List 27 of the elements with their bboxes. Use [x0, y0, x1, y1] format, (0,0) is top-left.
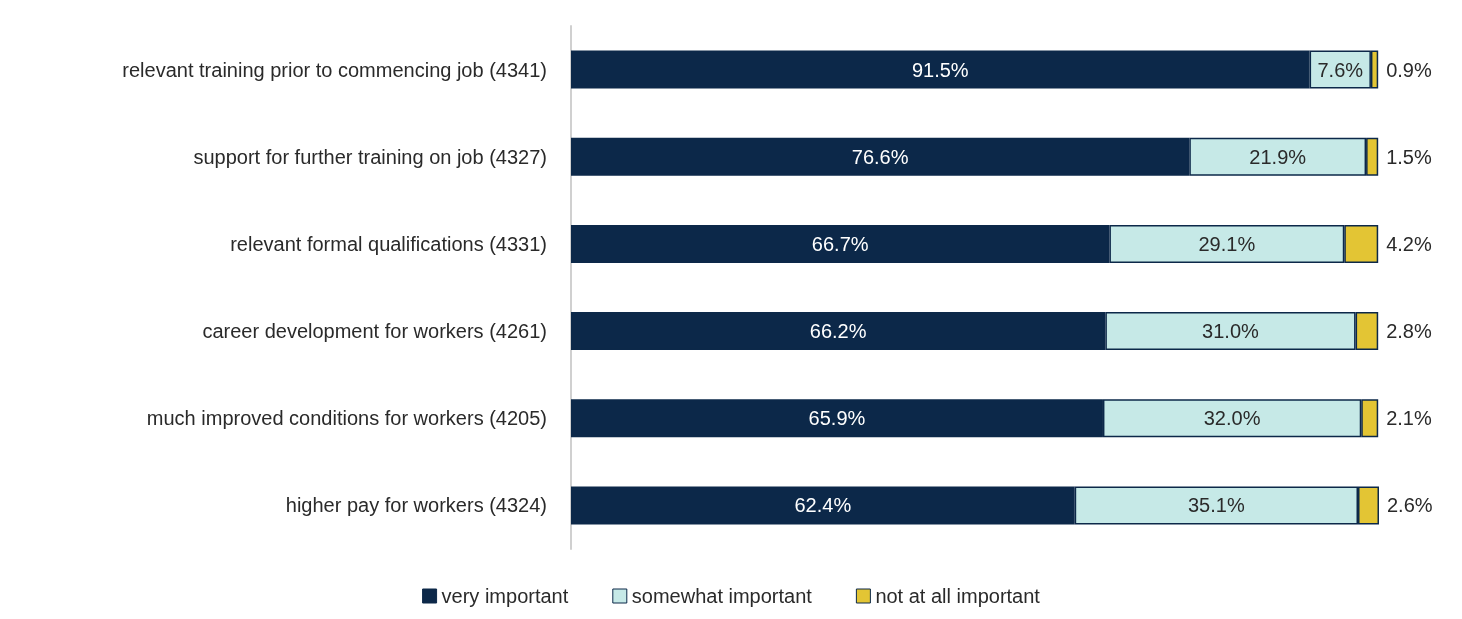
- y-tick-label: career development for workers (4261): [202, 320, 547, 343]
- data-label: 2.6%: [1387, 494, 1433, 517]
- legend-label: somewhat important: [631, 585, 813, 607]
- data-label: 62.4%: [794, 494, 852, 517]
- data-label: 66.7%: [811, 232, 869, 255]
- legend-label: not at all important: [875, 585, 1041, 607]
- data-label: 32.0%: [1203, 407, 1261, 430]
- data-label: 91.5%: [911, 58, 969, 81]
- data-label: 0.9%: [1386, 58, 1432, 81]
- data-label: 35.1%: [1187, 494, 1245, 517]
- data-label: 66.2%: [809, 320, 867, 343]
- data-label: 29.1%: [1198, 232, 1256, 255]
- data-label: 1.5%: [1386, 145, 1432, 168]
- data-label: 21.9%: [1249, 145, 1307, 168]
- y-tick-label: relevant training prior to commencing job (4341): [122, 58, 547, 81]
- data-label: 2.1%: [1386, 407, 1432, 430]
- legend-label: very important: [441, 585, 569, 607]
- y-tick-label: higher pay for workers (4324): [285, 494, 547, 517]
- data-label: 7.6%: [1317, 58, 1364, 81]
- data-label: 31.0%: [1202, 320, 1260, 343]
- data-label: 2.8%: [1386, 320, 1432, 343]
- data-label: 4.2%: [1386, 232, 1432, 255]
- y-tick-label: support for further training on job (4327): [193, 145, 547, 168]
- y-tick-label: relevant formal qualifications (4331): [230, 232, 547, 255]
- data-label: 76.6%: [851, 145, 909, 168]
- y-tick-label: much improved conditions for workers (4205): [146, 407, 547, 430]
- data-label: 65.9%: [808, 407, 866, 430]
